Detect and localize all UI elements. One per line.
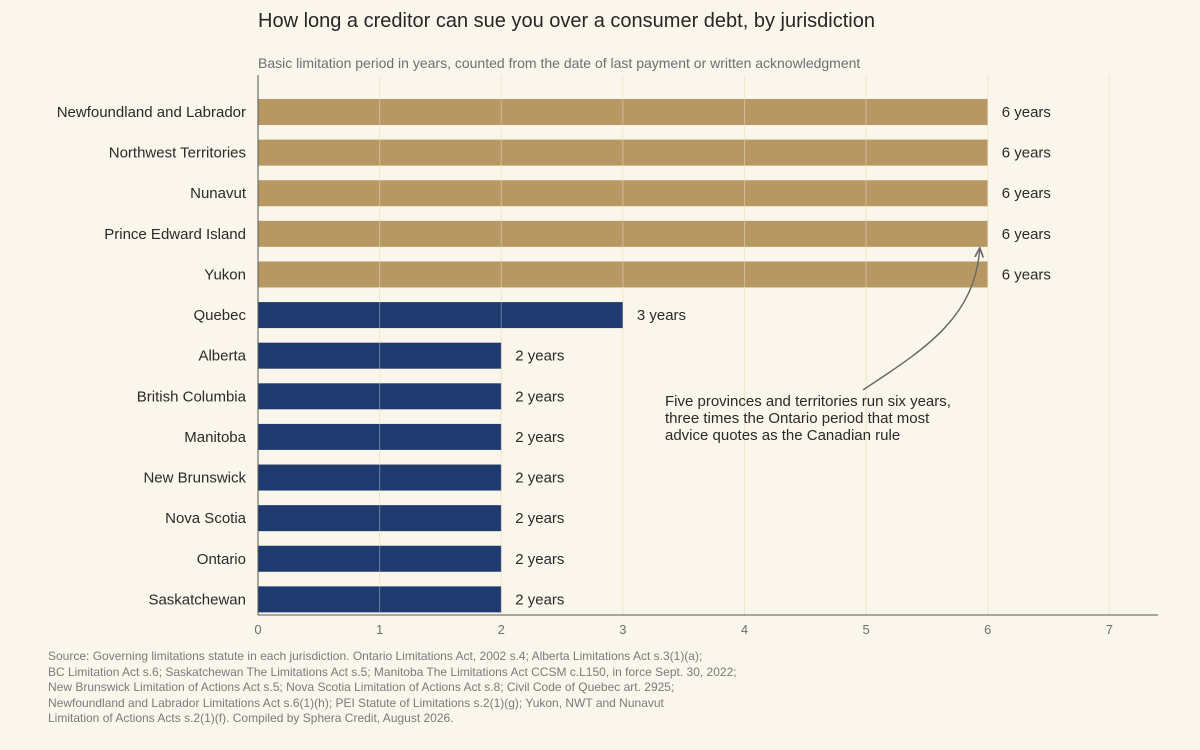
category-label: Alberta: [198, 348, 246, 365]
annotation: Five provinces and territories run six y…: [665, 249, 980, 444]
source-line: Newfoundland and Labrador Limitations Ac…: [48, 695, 664, 710]
bar: [258, 302, 623, 329]
x-tick-label: 0: [254, 622, 261, 637]
bar: [258, 342, 502, 369]
source-line: Source: Governing limitations statute in…: [48, 649, 703, 663]
x-tick-label: 6: [984, 622, 991, 637]
category-label: British Columbia: [137, 388, 247, 405]
source-note: Source: Governing limitations statute in…: [48, 649, 737, 727]
category-label: Yukon: [204, 266, 246, 283]
value-label: 6 years: [1002, 145, 1051, 162]
bar: [258, 383, 502, 410]
bars: [258, 99, 988, 613]
bar: [258, 423, 502, 450]
axes: 0 1 2 3 4 5 6 7: [254, 75, 1158, 637]
category-label: Ontario: [197, 551, 246, 568]
source-line: BC Limitation Act s.6; Saskatchewan The …: [48, 664, 737, 679]
bar: [258, 99, 988, 125]
category-label: Quebec: [193, 307, 246, 324]
category-label: Northwest Territories: [109, 145, 246, 162]
category-label: Prince Edward Island: [104, 226, 246, 243]
category-label: Nova Scotia: [165, 510, 247, 527]
source-line: Limitation of Actions Acts s.2(1)(f). Co…: [48, 711, 454, 725]
x-tick-label: 3: [619, 622, 626, 637]
value-label: 6 years: [1002, 185, 1051, 202]
category-label: Newfoundland and Labrador: [57, 104, 246, 121]
value-label: 2 years: [515, 591, 564, 608]
category-label: Saskatchewan: [148, 591, 246, 608]
value-label: 6 years: [1002, 266, 1051, 283]
bar: [258, 586, 502, 613]
x-tick-label: 7: [1106, 622, 1113, 637]
category-label: Nunavut: [190, 185, 247, 202]
value-label: 2 years: [515, 429, 564, 446]
category-label: New Brunswick: [143, 470, 246, 487]
x-tick-label: 1: [376, 622, 383, 637]
value-label: 6 years: [1002, 104, 1051, 121]
value-label: 2 years: [515, 470, 564, 487]
bar: [258, 464, 502, 491]
annotation-text: Five provinces and territories run six y…: [665, 393, 951, 410]
bar: [258, 505, 502, 532]
annotation-text: advice quotes as the Canadian rule: [665, 427, 900, 444]
value-label: 2 years: [515, 388, 564, 405]
x-tick-label: 5: [862, 622, 869, 637]
gridlines-overlay: [379, 75, 1110, 615]
bar: [258, 180, 988, 207]
annotation-text: three times the Ontario period that most: [665, 410, 930, 427]
x-tick-label: 2: [498, 622, 505, 637]
value-label: 6 years: [1002, 226, 1051, 243]
chart-subtitle: Basic limitation period in years, counte…: [258, 55, 861, 71]
value-label: 2 years: [515, 348, 564, 365]
bar: [258, 545, 502, 572]
value-label: 3 years: [637, 307, 686, 324]
value-label: 2 years: [515, 510, 564, 527]
annotation-arrow: [862, 249, 980, 391]
value-label: 2 years: [515, 551, 564, 568]
source-line: New Brunswick Limitation of Actions Act …: [48, 680, 675, 694]
bar: [258, 261, 988, 288]
x-tick-label: 4: [741, 622, 748, 637]
labels: Newfoundland and Labrador 6 years Northwes…: [57, 104, 1051, 608]
category-label: Manitoba: [184, 429, 246, 446]
chart-title: How long a creditor can sue you over a c…: [258, 10, 875, 32]
bar: [258, 220, 988, 247]
bar: [258, 139, 988, 166]
